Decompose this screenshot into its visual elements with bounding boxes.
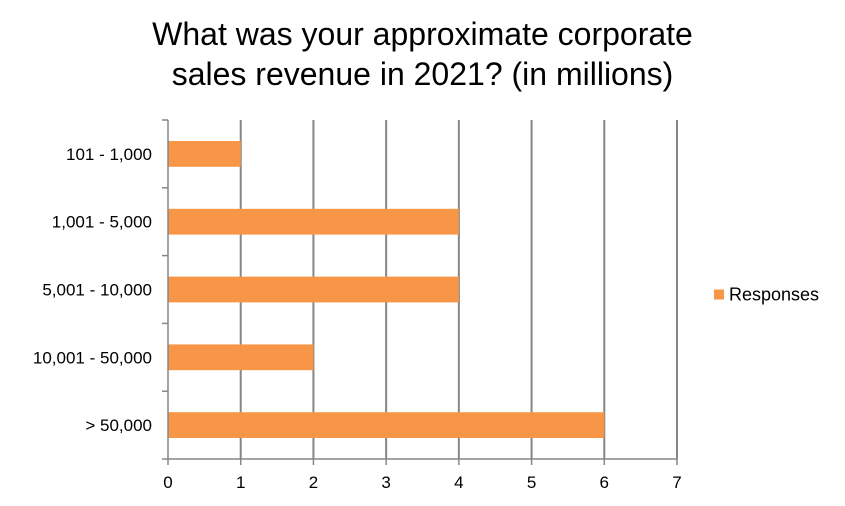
y-tick-label: 10,001 - 50,000 (33, 348, 152, 367)
legend-swatch (714, 289, 724, 300)
x-tick-label: 6 (600, 473, 609, 492)
axes (162, 119, 678, 465)
chart-title-line-2: sales revenue in 2021? (in millions) (171, 56, 674, 92)
chart-title-line-1: What was your approximate corporate (152, 16, 693, 52)
legend-label: Responses (729, 285, 819, 305)
x-tick-label: 1 (236, 473, 245, 492)
x-tick-label: 2 (309, 473, 318, 492)
x-tick-label: 7 (672, 473, 681, 492)
x-tick-label: 4 (454, 473, 463, 492)
y-tick-label: 5,001 - 10,000 (42, 281, 152, 300)
y-tick-label: 101 - 1,000 (66, 145, 152, 164)
bars (168, 141, 605, 438)
y-tick-label: > 50,000 (85, 416, 152, 435)
x-tick-label: 5 (527, 473, 536, 492)
bar (168, 141, 241, 167)
bar (168, 344, 314, 371)
chart-title: What was your approximate corporate sale… (0, 14, 845, 94)
bar (168, 208, 459, 235)
x-tick-label: 0 (163, 473, 172, 492)
y-tick-label: 1,001 - 5,000 (52, 213, 152, 232)
x-tick-label: 3 (381, 473, 390, 492)
bar (168, 276, 459, 303)
legend: Responses (714, 285, 819, 305)
bar (168, 412, 605, 438)
